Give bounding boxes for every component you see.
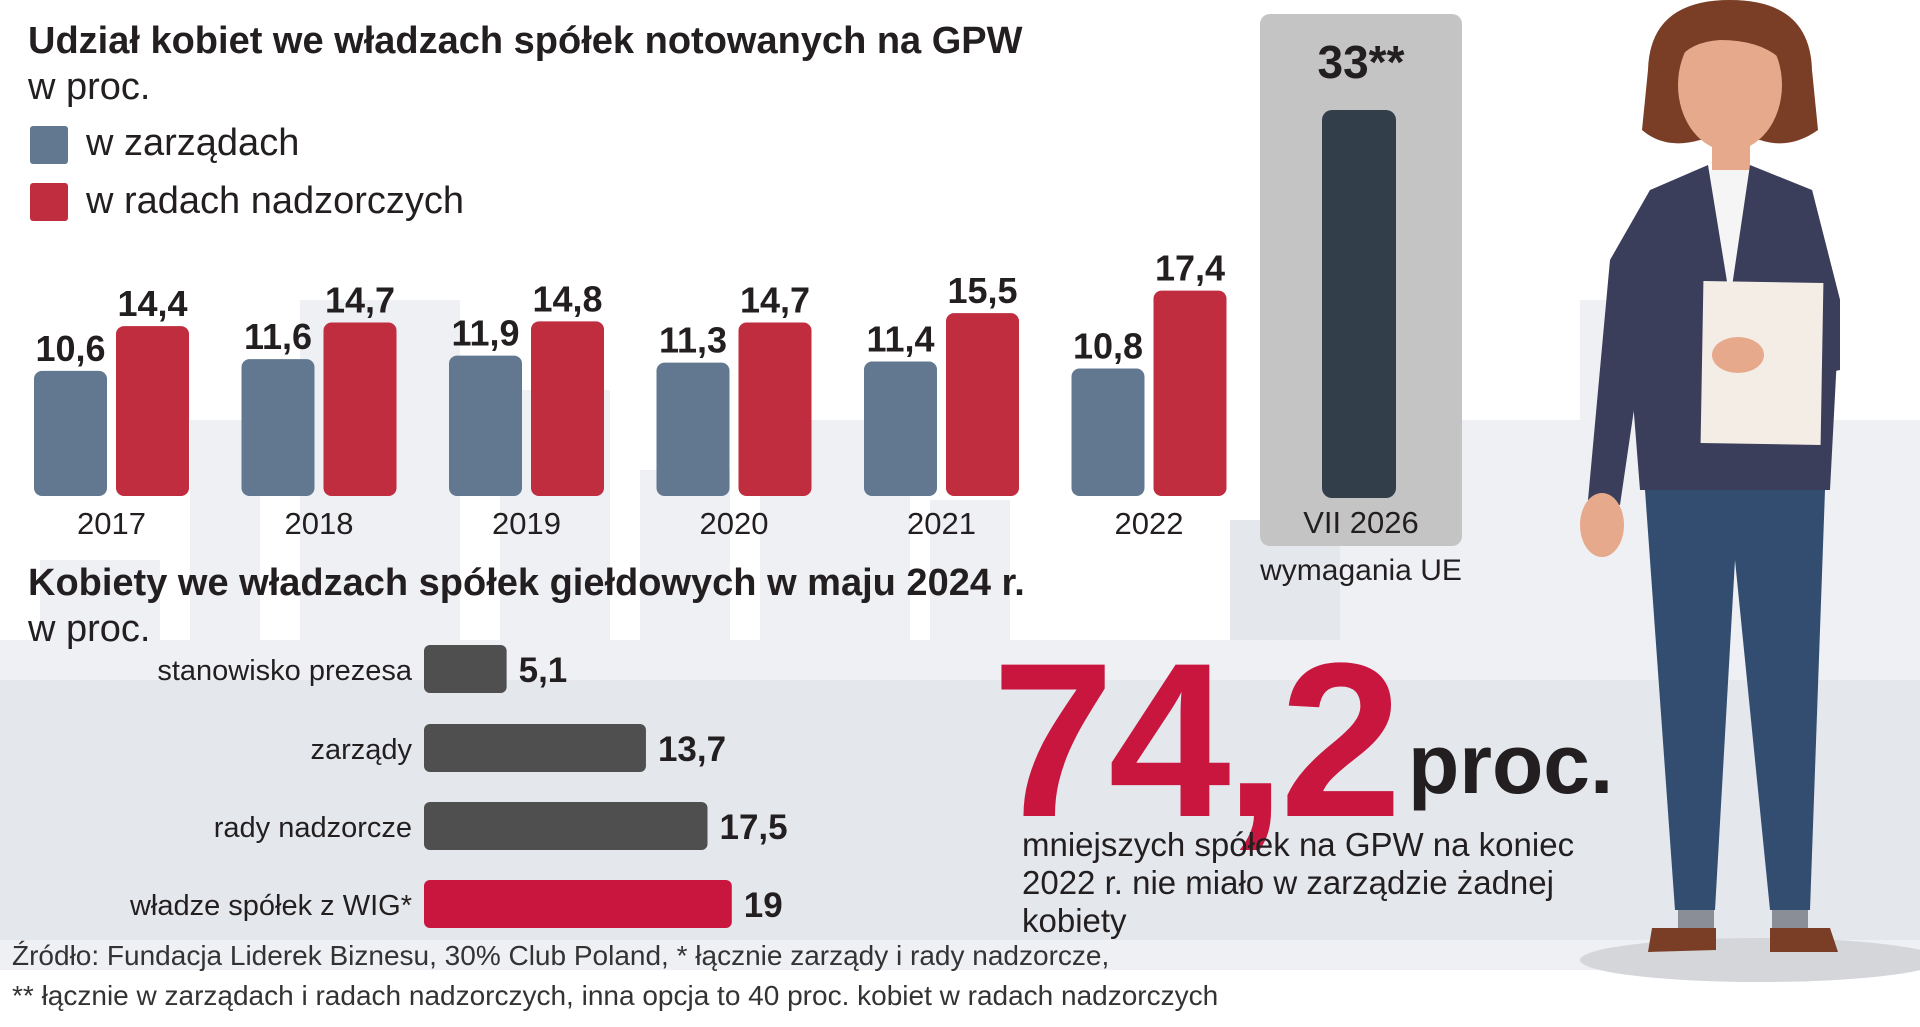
data-label-rady-2022: 17,4 bbox=[1155, 248, 1225, 289]
data-label-rady-2018: 14,7 bbox=[325, 280, 395, 321]
data-label-rady-2021: 15,5 bbox=[947, 270, 1017, 311]
data-label-zarzady-2021: 11,4 bbox=[866, 318, 934, 359]
x-tick-label-2021: 2021 bbox=[907, 506, 976, 541]
hbar-0 bbox=[424, 645, 507, 693]
bar-rady-2020 bbox=[738, 322, 812, 496]
highlight-caption: mniejszych spółek na GPW na koniec 2022 … bbox=[1022, 826, 1575, 939]
bar-rady-2019 bbox=[531, 321, 604, 496]
x-tick-label-2019: 2019 bbox=[492, 506, 561, 541]
data-label-rady-2019: 14,8 bbox=[532, 278, 602, 319]
data-label-zarzady-2018: 11,6 bbox=[244, 316, 312, 357]
legend-label-zarzady: w zarządach bbox=[86, 122, 300, 164]
chart-subtitle: w proc. bbox=[28, 66, 151, 108]
hbar-2 bbox=[424, 802, 708, 850]
data-label-rady-2017: 14,4 bbox=[117, 283, 187, 324]
bar-zarzady-2019 bbox=[449, 355, 522, 496]
legend-swatch-zarzady bbox=[30, 126, 68, 164]
hbar-category-label-1: zarządy bbox=[310, 734, 412, 766]
bar-zarzady-2020 bbox=[656, 362, 730, 496]
data-label-zarzady-2020: 11,3 bbox=[659, 320, 727, 361]
businesswoman-illustration bbox=[1580, 0, 1920, 982]
chart-title: Udział kobiet we władzach spółek notowan… bbox=[28, 20, 1023, 62]
bar-rady-2018 bbox=[323, 322, 397, 496]
legend-label-rady: w radach nadzorczych bbox=[86, 180, 465, 222]
target-bar bbox=[1322, 110, 1396, 498]
target-category-label: VII 2026 bbox=[1303, 505, 1419, 540]
data-label-rady-2020: 14,7 bbox=[740, 280, 810, 321]
hbar-value-label-3: 19 bbox=[744, 886, 783, 925]
x-tick-label-2018: 2018 bbox=[285, 506, 354, 541]
x-tick-label-2017: 2017 bbox=[77, 506, 146, 541]
source-line-2: ** łącznie w zarządach i radach nadzorcz… bbox=[12, 980, 1219, 1011]
hbar-category-label-3: władze spółek z WIG* bbox=[129, 890, 412, 922]
source-line-1: Źródło: Fundacja Liderek Biznesu, 30% Cl… bbox=[12, 940, 1110, 971]
highlight-number: 74,2 bbox=[992, 617, 1402, 863]
data-label-zarzady-2022: 10,8 bbox=[1073, 326, 1143, 367]
bar-rady-2022 bbox=[1153, 290, 1227, 496]
hbar-category-label-2: rady nadzorcze bbox=[214, 812, 412, 844]
hbar-value-label-1: 13,7 bbox=[658, 730, 726, 769]
hbar-value-label-0: 5,1 bbox=[519, 651, 568, 690]
target-value-label: 33** bbox=[1317, 36, 1405, 88]
legend-swatch-rady bbox=[30, 183, 68, 221]
hbar-3 bbox=[424, 880, 732, 928]
bottom-chart-title: Kobiety we władzach spółek giełdowych w … bbox=[28, 562, 1025, 604]
hbar-1 bbox=[424, 724, 646, 772]
bar-zarzady-2017 bbox=[34, 370, 107, 496]
highlight-unit: proc. bbox=[1408, 717, 1614, 811]
bar-zarzady-2021 bbox=[864, 361, 937, 496]
x-tick-label-2020: 2020 bbox=[700, 506, 769, 541]
data-label-zarzady-2019: 11,9 bbox=[451, 313, 519, 354]
bottom-chart-subtitle: w proc. bbox=[28, 608, 151, 650]
bar-zarzady-2022 bbox=[1071, 368, 1145, 496]
hbar-category-label-0: stanowisko prezesa bbox=[157, 655, 413, 687]
bar-zarzady-2018 bbox=[241, 359, 315, 496]
hbar-value-label-2: 17,5 bbox=[720, 808, 788, 847]
bar-rady-2017 bbox=[116, 326, 189, 496]
target-note: wymagania UE bbox=[1260, 554, 1462, 587]
bar-rady-2021 bbox=[946, 313, 1019, 496]
x-tick-label-2022: 2022 bbox=[1115, 506, 1184, 541]
data-label-zarzady-2017: 10,6 bbox=[35, 328, 105, 369]
